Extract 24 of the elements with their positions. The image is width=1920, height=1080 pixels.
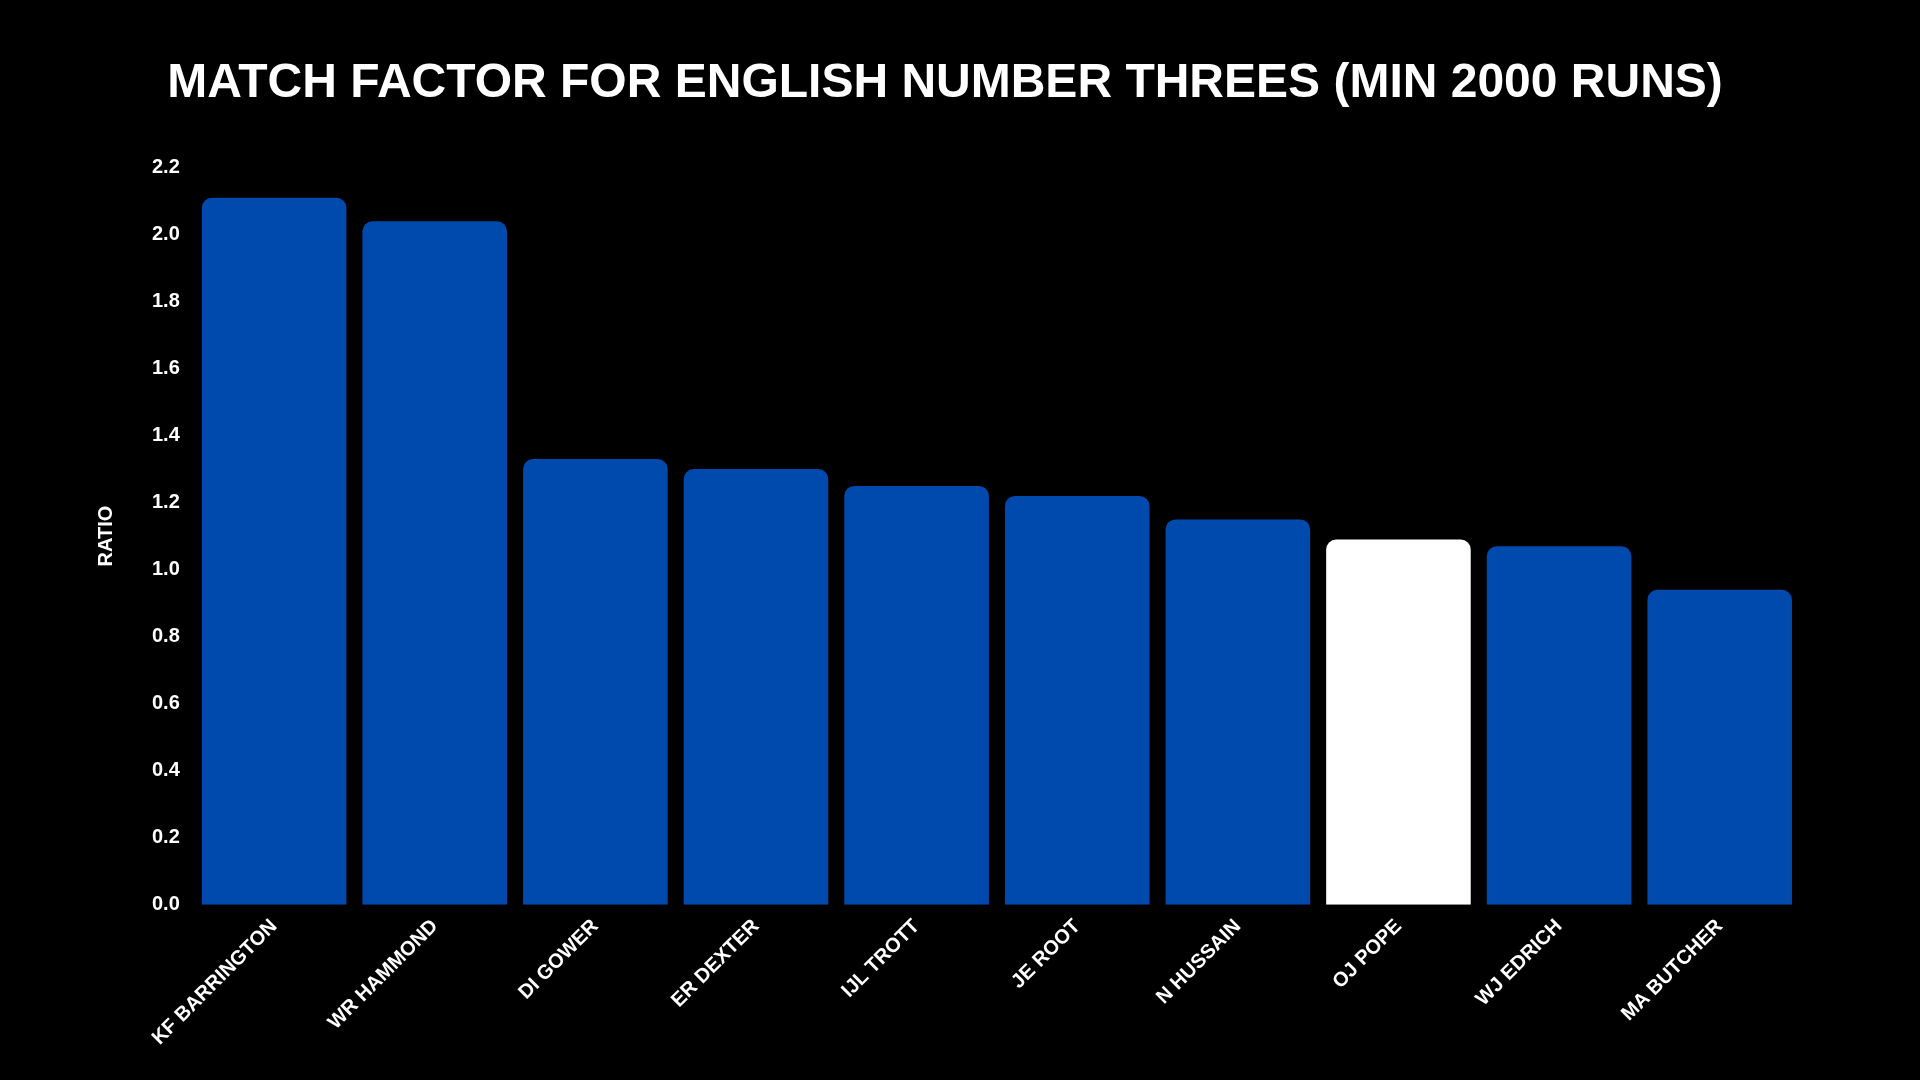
bar — [201, 197, 347, 905]
y-tick-label: 0.2 — [151, 825, 180, 848]
chart-title: MATCH FACTOR FOR ENGLISH NUMBER THREES (MIN 2000 RUNS) — [167, 54, 1723, 108]
y-axis-title: RATIO — [93, 505, 116, 567]
bar — [1165, 519, 1311, 905]
y-tick-label: 0.8 — [151, 624, 180, 647]
y-tick-label: 1.2 — [151, 490, 180, 513]
y-tick-label: 1.4 — [151, 423, 181, 446]
bar — [1647, 589, 1792, 905]
y-tick-label: 2.0 — [151, 222, 180, 245]
y-tick-label: 1.0 — [151, 557, 180, 580]
bar — [844, 485, 989, 905]
bar — [1326, 539, 1471, 905]
bar — [1486, 546, 1632, 905]
y-tick-label: 1.8 — [151, 289, 180, 312]
y-tick-label: 0.4 — [151, 758, 181, 781]
y-tick-label: 1.6 — [151, 356, 180, 379]
bar — [523, 459, 668, 905]
y-tick-label: 0.6 — [151, 691, 180, 714]
bar — [683, 469, 829, 905]
y-tick-label: 2.2 — [151, 155, 180, 178]
bar — [362, 221, 508, 905]
y-tick-label: 0.0 — [151, 892, 180, 915]
bar — [1004, 495, 1150, 905]
